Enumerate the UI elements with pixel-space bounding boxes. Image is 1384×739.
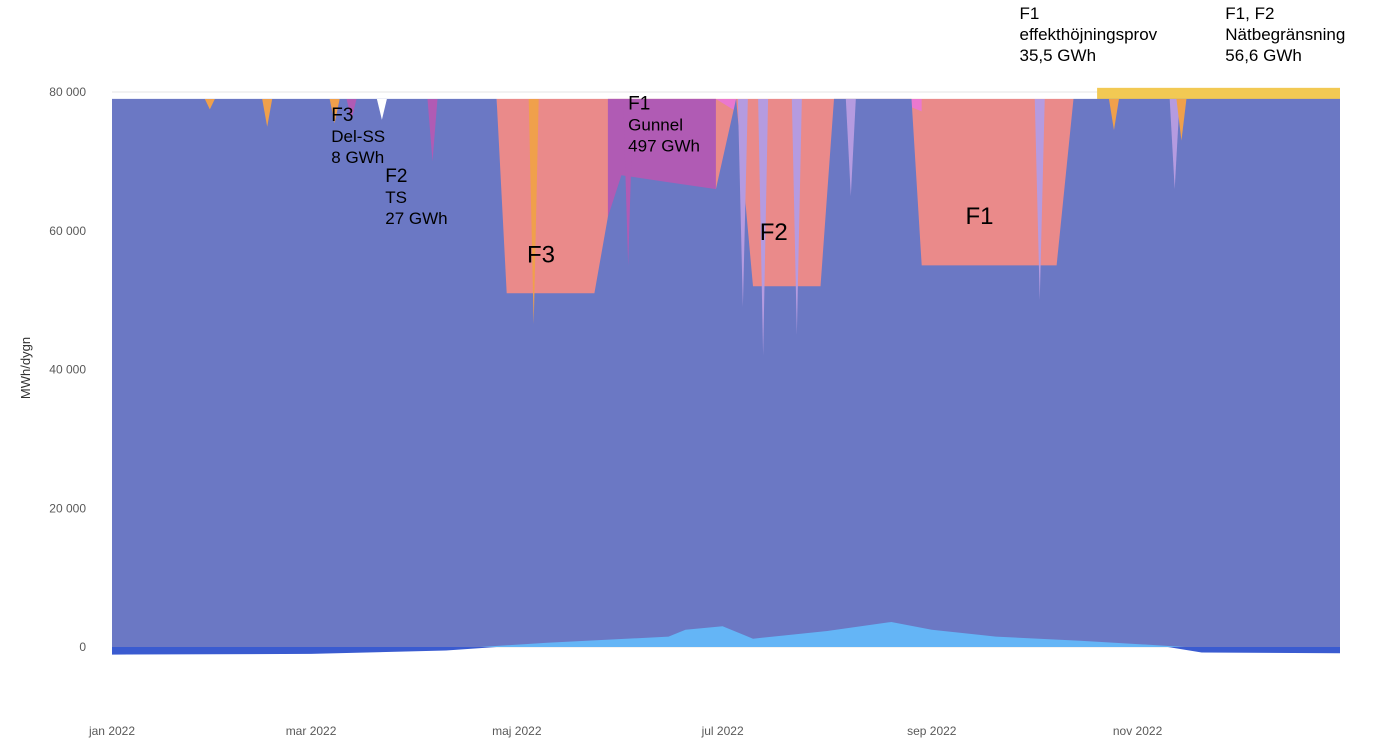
annotation-2-line-0: F3 [527,242,555,269]
area-series [112,87,1340,655]
series-top-band [1097,87,1340,100]
dip-13 [1108,98,1119,131]
y-tick-0: 0 [79,640,86,654]
dip-4 [376,98,387,120]
annotation-3-line-0: F1 [628,93,650,114]
dip-5 [427,98,438,162]
dip-2 [329,98,340,124]
dip-0 [204,98,215,110]
annotation-3-line-1: Gunnel [628,115,683,134]
annotation-1-line-1: TS [385,188,407,207]
x-tick-2: maj 2022 [492,724,542,738]
annotation-0-line-1: Del-SS [331,127,385,146]
x-tick-4: sep 2022 [907,724,957,738]
x-tick-1: mar 2022 [286,724,337,738]
y-tick-1: 20 000 [49,501,86,515]
dip-14 [1169,98,1180,190]
y-tick-2: 40 000 [49,363,86,377]
dip-7 [623,98,634,266]
annotation-2: F3 [527,242,555,269]
annotation-7-line-1: Nätbegränsning [1225,25,1345,44]
x-tick-5: nov 2022 [1113,724,1163,738]
series-dark-blue [112,647,1340,655]
annotation-6-line-0: F1 [1020,4,1040,23]
annotation-0-line-0: F3 [331,105,353,126]
annotation-3: F1 Gunnel 497 GWh [628,93,700,155]
annotation-7-line-0: F1, F2 [1225,4,1274,23]
dip-8 [737,98,748,308]
dip-12 [1034,98,1045,301]
dip-marks [204,98,1187,356]
y-tick-3: 60 000 [49,224,86,238]
annotation-0-line-2: 8 GWh [331,148,384,167]
dip-9 [758,98,769,356]
y-axis-label: MWh/dygn [18,337,33,399]
dip-10 [791,98,802,335]
annotation-4-line-0: F2 [760,219,788,246]
annotation-5: F1 [966,203,994,230]
annotation-6-line-1: effekthöjningsprov [1020,25,1158,44]
annotation-6: F1 effekthöjningsprov 35,5 GWh [1020,4,1158,65]
dip-11 [845,98,856,197]
annotation-6-line-2: 35,5 GWh [1020,46,1097,65]
x-tick-3: jul 2022 [701,724,744,738]
annotation-1-line-2: 27 GWh [385,209,447,228]
series-light-blue [479,622,1185,647]
y-axis-ticks: 0 20 000 40 000 60 000 80 000 [49,85,86,654]
y-tick-4: 80 000 [49,85,86,99]
x-tick-0: jan 2022 [88,724,135,738]
annotation-4: F2 [760,219,788,246]
dip-6 [528,98,539,325]
annotation-1-line-0: F2 [385,166,407,187]
annotation-3-line-2: 497 GWh [628,136,700,155]
series-production [112,98,1340,647]
dip-1 [262,98,273,127]
annotation-7: F1, F2 Nätbegränsning 56,6 GWh [1225,4,1345,65]
annotation-5-line-0: F1 [966,203,994,230]
series-magenta-1 [715,98,737,112]
annotation-0: F3 Del-SS 8 GWh [331,105,385,167]
annotation-1: F2 TS 27 GWh [385,166,447,228]
annotation-7-line-2: 56,6 GWh [1225,46,1302,65]
dip-3 [346,98,357,120]
x-axis-ticks: jan 2022 mar 2022 maj 2022 jul 2022 sep 2022… [88,724,1163,738]
dip-15 [1176,98,1187,141]
